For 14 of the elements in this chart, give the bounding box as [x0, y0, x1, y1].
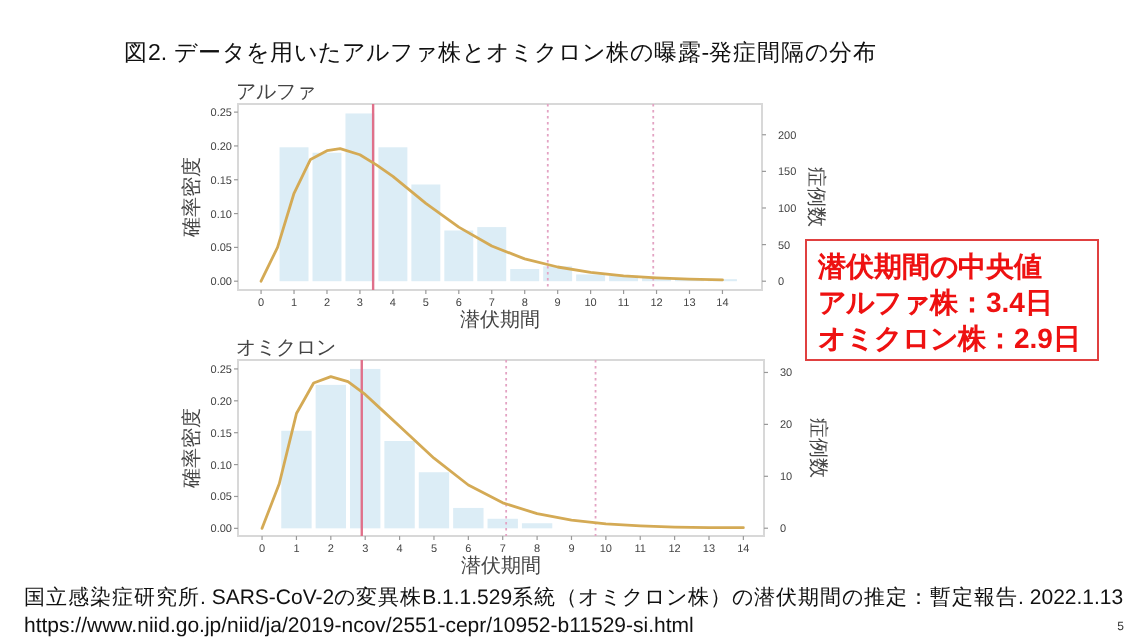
x-axis-title: 潜伏期間: [461, 554, 541, 578]
text: 国立感染症研究所. SARS-CoV-2の変異株B.1.1.529系統（オミクロン株）の潜伏期間の推定：暫定報告. 2022.1.13: [24, 584, 1124, 610]
chart-title: アルファ: [236, 82, 316, 104]
y-axis-title: 確率密度: [180, 408, 204, 490]
text: オミクロン株：2.9日: [818, 322, 1081, 354]
x-axis-title: 潜伏期間: [460, 308, 540, 332]
text: 潜伏期間の中央値: [816, 250, 1042, 282]
y2-axis-title: 症例数: [806, 418, 830, 478]
y-axis-title: 確率密度: [180, 157, 204, 239]
y2-axis-title: 症例数: [804, 167, 828, 227]
text: アルファ株：3.4日: [818, 286, 1053, 318]
text: https://www.niid.go.jp/niid/ja/2019-ncov/2551-cepr/10952-b11529-si.html: [24, 614, 694, 638]
chart-title: オミクロン: [236, 338, 336, 360]
caption: 図2. データを用いたアルファ株とオミクロン株の曝露-発症間隔の分布: [124, 38, 878, 66]
